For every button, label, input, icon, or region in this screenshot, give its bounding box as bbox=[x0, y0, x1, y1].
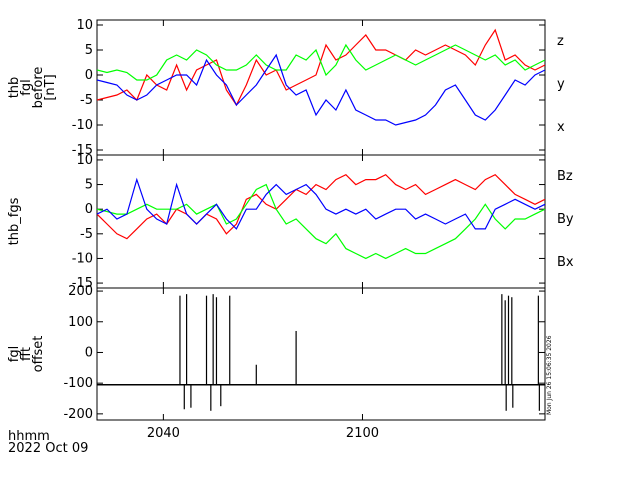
y-tick-label: -100 bbox=[63, 376, 93, 391]
panel-frame bbox=[96, 19, 546, 156]
x-tick-label: 2100 bbox=[346, 426, 379, 441]
legend-entry-y: y bbox=[557, 77, 565, 92]
series-line-Bz bbox=[97, 173, 545, 240]
figure-footer: hhmm 2022 Oct 09 bbox=[8, 429, 88, 456]
series-line-y bbox=[97, 43, 545, 81]
series-line-Bx bbox=[97, 177, 545, 230]
series-line-x bbox=[97, 53, 545, 126]
series-line-By bbox=[97, 183, 545, 260]
y-tick-label: -10 bbox=[72, 118, 93, 133]
legend-entry-By: By bbox=[557, 212, 574, 227]
legend-entry-x: x bbox=[557, 120, 565, 135]
y-tick-label: -5 bbox=[80, 227, 93, 242]
y-tick-label: 10 bbox=[76, 18, 93, 33]
x-tick-label: 2040 bbox=[147, 426, 180, 441]
y-tick-label: -200 bbox=[63, 407, 93, 422]
y-axis-label: fft bbox=[19, 347, 34, 361]
series-line-z bbox=[97, 28, 545, 107]
y-axis-label: offset bbox=[31, 336, 46, 373]
y-tick-label: 5 bbox=[85, 178, 93, 193]
y-axis-label: fgl bbox=[7, 346, 22, 362]
footer-line-2: 2022 Oct 09 bbox=[8, 441, 88, 456]
y-tick-label: -10 bbox=[72, 251, 93, 266]
y-tick-label: 200 bbox=[68, 284, 93, 299]
y-tick-label: 0 bbox=[85, 68, 93, 83]
y-tick-label: 5 bbox=[85, 43, 93, 58]
y-axis-label: thb_fgs bbox=[7, 197, 22, 245]
timestamp-stamp: Mon Jun 26 15:06:35 2026 bbox=[546, 335, 553, 415]
y-tick-label: 10 bbox=[76, 153, 93, 168]
y-axis-label: [nT] bbox=[43, 74, 58, 100]
panel-frame bbox=[96, 287, 546, 421]
footer-line-1: hhmm bbox=[8, 429, 50, 444]
y-tick-label: -5 bbox=[80, 93, 93, 108]
y-axis-label: before bbox=[31, 67, 46, 109]
legend-entry-Bz: Bz bbox=[557, 169, 573, 184]
panel-2: 10 5 0 -5 -10 -15 thb_fgs Bz By Bx bbox=[7, 153, 574, 291]
y-tick-label: 0 bbox=[85, 345, 93, 360]
y-axis-label: fgl bbox=[19, 79, 34, 95]
legend-entry-z: z bbox=[557, 34, 564, 49]
y-tick-label: 100 bbox=[68, 315, 93, 330]
legend-entry-Bx: Bx bbox=[557, 255, 574, 270]
y-axis-label: thb bbox=[7, 77, 22, 99]
y-tick-label: -15 bbox=[72, 276, 93, 291]
y-tick-label: 0 bbox=[85, 202, 93, 217]
y-tick-label: -15 bbox=[72, 143, 93, 158]
